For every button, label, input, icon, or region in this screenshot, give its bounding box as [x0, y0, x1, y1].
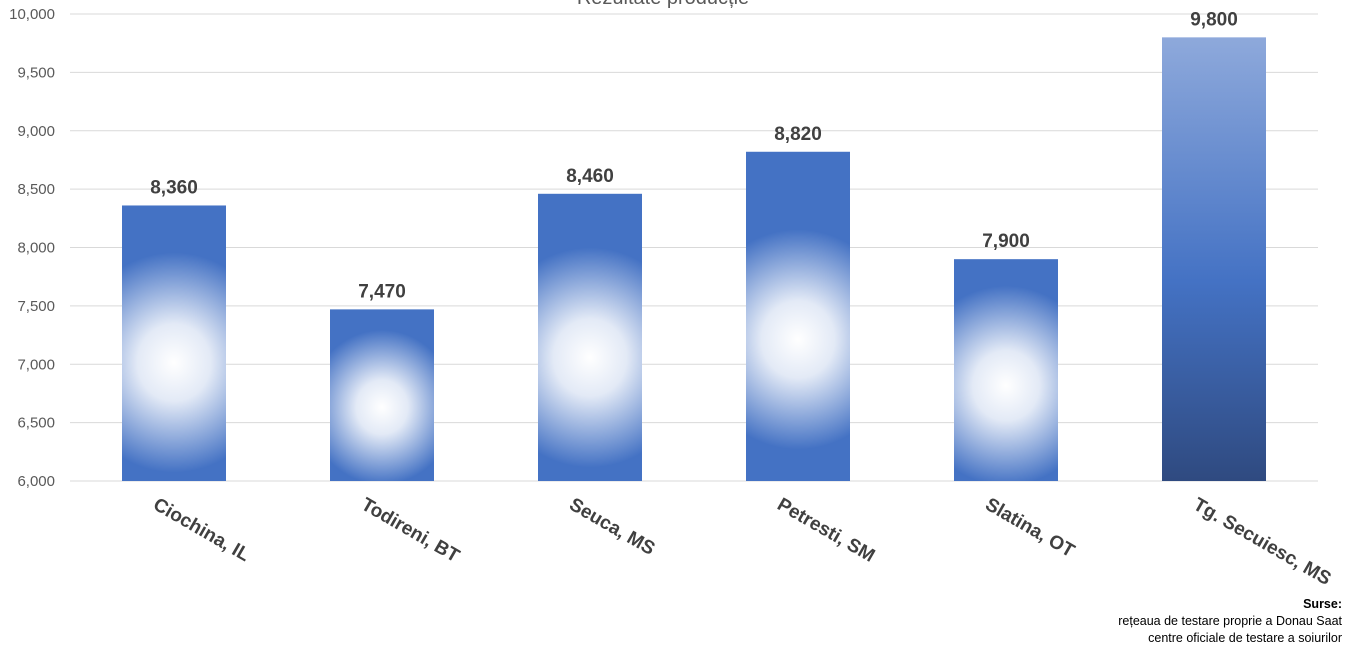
y-tick-label: 10,000 [9, 6, 55, 23]
y-tick-label: 7,500 [17, 298, 55, 315]
x-tick-label: Tg. Secuiesc, MS [1190, 494, 1335, 590]
bars [122, 37, 1266, 482]
y-tick-label: 8,000 [17, 240, 55, 257]
gridlines [70, 13, 1318, 482]
y-tick-label: 6,000 [17, 473, 55, 490]
bar-highlight [122, 252, 226, 473]
x-tick-label: Ciochina, IL [150, 494, 254, 566]
y-tick-label: 7,000 [17, 356, 55, 373]
data-label: 7,470 [358, 281, 406, 302]
data-label: 9,800 [1190, 9, 1238, 30]
data-label: 7,900 [982, 231, 1030, 252]
x-axis-labels: Ciochina, IL Todireni, BT Seuca, MS Petrest… [150, 494, 1335, 590]
data-labels: 8,360 7,470 8,460 8,820 7,900 9,800 [150, 9, 1238, 302]
sources-line: centre oficiale de testare a soiurilor [1148, 631, 1342, 645]
sources-line: rețeaua de testare proprie a Donau Saat [1118, 614, 1342, 628]
bar-highlight [538, 247, 642, 468]
chart-title: Rezultate producție [577, 0, 749, 9]
bar-highlight [746, 229, 850, 450]
y-tick-label: 9,500 [17, 64, 55, 81]
data-label: 8,820 [774, 124, 822, 145]
x-tick-label: Petresti, SM [774, 494, 879, 567]
bar-highlight [330, 329, 434, 481]
data-label: 8,360 [150, 177, 198, 198]
x-tick-label: Todireni, BT [358, 494, 464, 567]
bar-highlight [954, 285, 1058, 481]
y-tick-label: 8,500 [17, 181, 55, 198]
x-tick-label: Seuca, MS [566, 494, 659, 560]
x-tick-label: Slatina, OT [982, 494, 1079, 562]
y-tick-label: 9,000 [17, 123, 55, 140]
sources-note: Surse: rețeaua de testare proprie a Dona… [1118, 596, 1342, 647]
sources-title: Surse: [1303, 597, 1342, 611]
y-tick-label: 6,500 [17, 415, 55, 432]
bar [1162, 37, 1266, 481]
data-label: 8,460 [566, 166, 614, 187]
y-axis-ticks: 6,000 6,500 7,000 7,500 8,000 8,500 9,000 9,500… [9, 6, 55, 490]
